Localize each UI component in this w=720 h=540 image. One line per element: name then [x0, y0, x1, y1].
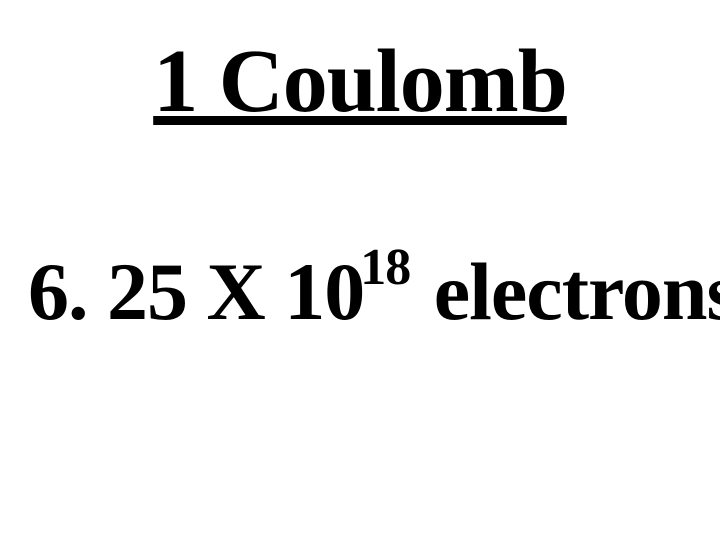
- equation-line: 6. 25 X 1018 electrons: [28, 245, 720, 339]
- equation-suffix: electrons: [414, 246, 720, 337]
- equation-prefix: 6. 25 X 10: [28, 246, 364, 337]
- slide-title: 1 Coulomb: [0, 30, 720, 133]
- equation-exponent: 18: [360, 239, 410, 296]
